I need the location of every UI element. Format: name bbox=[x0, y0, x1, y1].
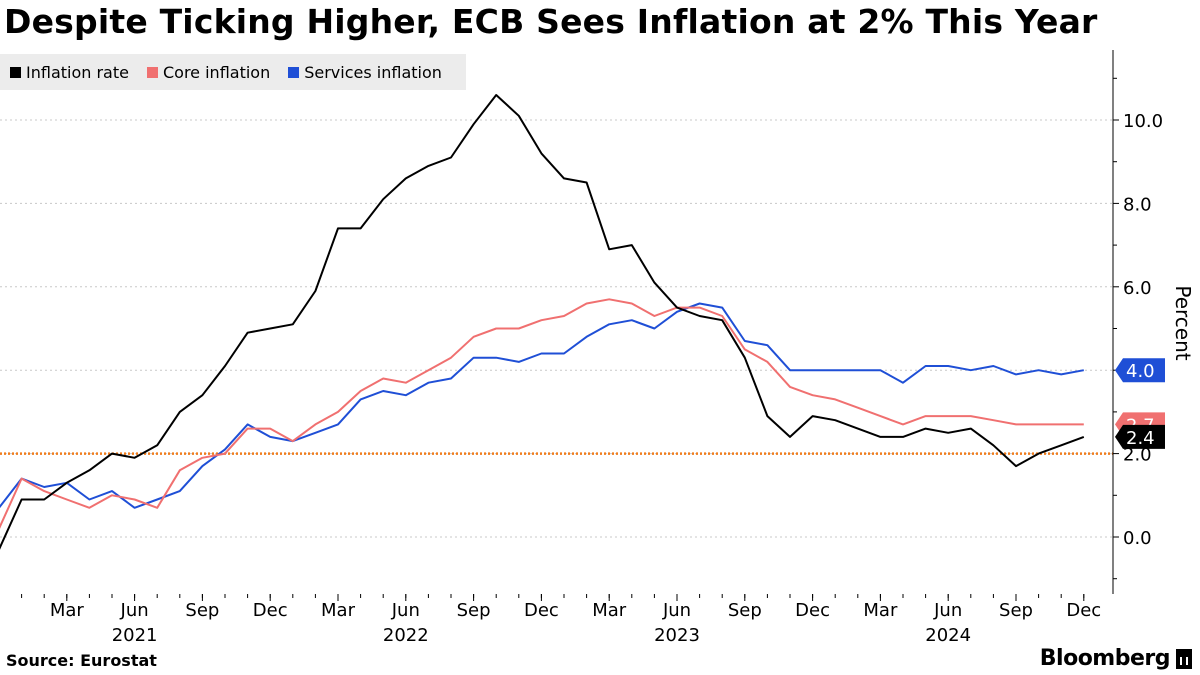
end-tag-inflation-rate bbox=[1115, 424, 1165, 449]
x-year-label-2024: 2024 bbox=[925, 625, 971, 646]
y-tick-label-10.0: 10.0 bbox=[1123, 111, 1163, 132]
legend-swatch-services-inflation bbox=[288, 66, 300, 78]
x-tick-label-2022-09: Sep bbox=[457, 600, 491, 621]
y-tick-label-8.0: 8.0 bbox=[1123, 194, 1152, 215]
end-value-services-inflation: 4.0 bbox=[1126, 361, 1155, 382]
x-tick-label-2023-06: Jun bbox=[662, 600, 691, 621]
x-year-label-2023: 2023 bbox=[654, 625, 700, 646]
brand-logo: Bloomberg bbox=[1040, 646, 1192, 671]
x-tick-label-2021-09: Sep bbox=[185, 600, 219, 621]
x-tick-label-2021-06: Jun bbox=[120, 600, 149, 621]
x-tick-label-2021-03: Mar bbox=[50, 600, 85, 621]
x-tick-label-2022-12: Dec bbox=[524, 600, 559, 621]
x-tick-label-2023-09: Sep bbox=[728, 600, 762, 621]
x-tick-label-2024-09: Sep bbox=[999, 600, 1033, 621]
x-tick-label-2023-12: Dec bbox=[795, 600, 830, 621]
x-tick-label-2022-06: Jun bbox=[391, 600, 420, 621]
legend-swatch-core-inflation bbox=[146, 66, 158, 78]
x-tick-label-2021-12: Dec bbox=[253, 600, 288, 621]
end-tag-services-inflation bbox=[1115, 358, 1165, 383]
brand-wordmark: Bloomberg bbox=[1039, 646, 1171, 671]
brand-terminal-icon bbox=[1176, 648, 1192, 669]
chart-title: Despite Ticking Higher, ECB Sees Inflati… bbox=[4, 2, 1098, 41]
legend: Inflation rate Core inflation Services i… bbox=[0, 54, 466, 90]
y-tick-label-2.0: 2.0 bbox=[1123, 445, 1152, 466]
x-axis-ticks: Mar Jun Sep Dec Mar Jun Sep Dec Mar Jun Sep Dec Mar J… bbox=[21, 594, 1101, 646]
y-axis-ticks: 0.0 2.0 4.0 6.0 8.0 10.0 bbox=[1113, 77, 1163, 580]
series-lines bbox=[0, 94, 1085, 550]
series-line-services-inflation bbox=[0, 302, 1084, 509]
legend-item-services-inflation: Services inflation bbox=[288, 63, 442, 82]
x-tick-label-2024-12: Dec bbox=[1066, 600, 1101, 621]
x-tick-label-2024-03: Mar bbox=[863, 600, 898, 621]
legend-item-core-inflation: Core inflation bbox=[146, 62, 271, 82]
series-line-core-inflation bbox=[0, 298, 1084, 529]
x-tick-label-2022-03: Mar bbox=[321, 600, 356, 621]
x-tick-label-2023-03: Mar bbox=[592, 600, 627, 621]
source-note: Source: Eurostat bbox=[6, 651, 157, 670]
end-value-labels: 2.72.44.0 bbox=[1115, 358, 1165, 449]
x-tick-label-2024-06: Jun bbox=[933, 600, 962, 621]
end-value-inflation-rate: 2.4 bbox=[1126, 428, 1155, 449]
y-tick-label-0.0: 0.0 bbox=[1123, 528, 1152, 549]
x-year-label-2022: 2022 bbox=[383, 625, 429, 646]
legend-label-core-inflation: Core inflation bbox=[162, 62, 271, 82]
x-year-label-2021: 2021 bbox=[112, 625, 158, 646]
y-axis-label: Percent bbox=[1171, 285, 1195, 360]
legend-item-inflation-rate: Inflation rate bbox=[10, 63, 129, 82]
legend-swatch-inflation-rate bbox=[10, 66, 21, 78]
gridlines bbox=[0, 119, 1113, 538]
legend-label-inflation-rate: Inflation rate bbox=[26, 62, 129, 82]
legend-label-services-inflation: Services inflation bbox=[304, 62, 442, 82]
series-line-inflation-rate bbox=[0, 94, 1085, 550]
y-tick-label-6.0: 6.0 bbox=[1123, 278, 1152, 299]
